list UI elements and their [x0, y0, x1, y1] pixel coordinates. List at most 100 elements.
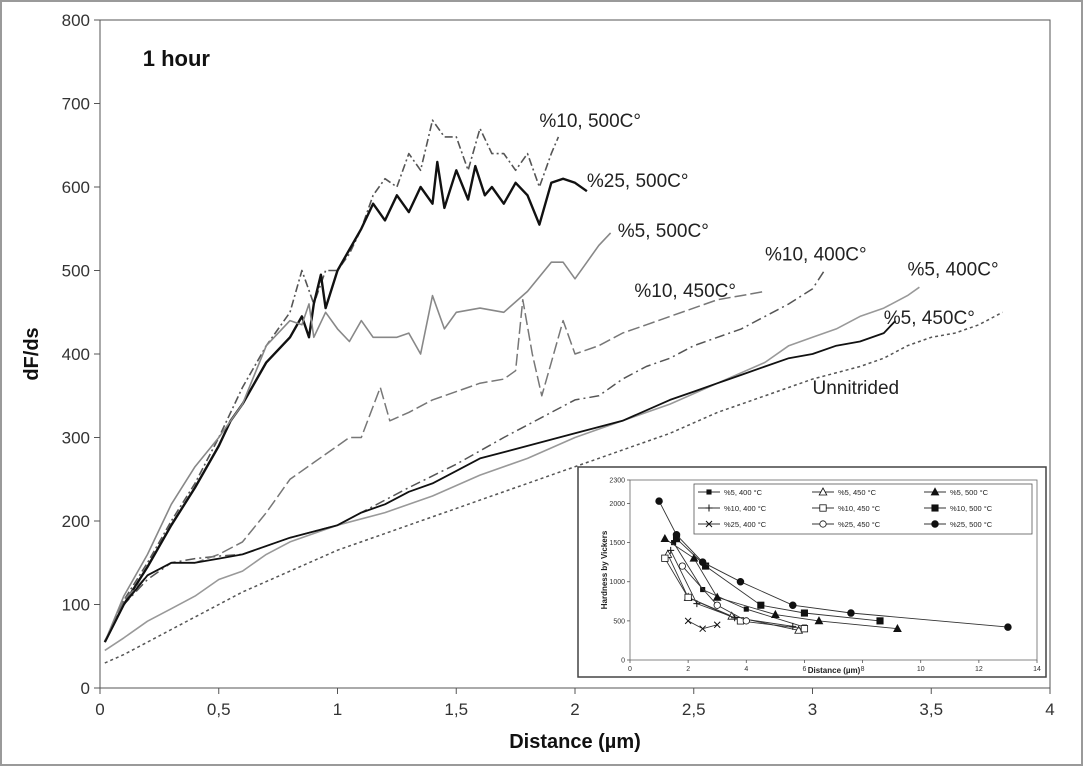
inset-legend-label: %25, 500 °C	[950, 520, 993, 529]
inset-point	[672, 531, 681, 539]
main-x-tick-label: 3,5	[919, 700, 943, 719]
inset-x-axis-title: Distance (µm)	[808, 666, 861, 675]
series-annotation: %10, 400C°	[765, 244, 867, 265]
inset-x-tick-label: 4	[744, 666, 748, 673]
inset-point	[736, 577, 745, 586]
inset-x-tick-label: 12	[975, 666, 983, 673]
series-annotation: %5, 500C°	[618, 221, 709, 242]
inset-legend-label: %10, 450 °C	[838, 504, 881, 513]
main-y-tick-label: 400	[62, 345, 90, 364]
inset-chart: 0 500 1000 1500 2000 2300 0 2 4 6 8 10 12 14 %5, 400…	[577, 466, 1047, 678]
main-y-tick-label: 0	[81, 679, 90, 698]
inset-point	[684, 593, 692, 601]
inset-x-tick-label: 0	[628, 666, 632, 673]
inset-point	[794, 625, 804, 634]
inset-point	[847, 609, 855, 617]
main-x-axis-title: Distance (µm)	[509, 731, 641, 753]
inset-y-axis: 0 500 1000 1500 2000 2300	[609, 478, 630, 665]
inset-legend-label: %10, 500 °C	[950, 504, 993, 513]
inset-point	[655, 497, 663, 505]
inset-legend-marker	[705, 504, 713, 512]
inset-point	[661, 554, 669, 562]
inset-point	[742, 617, 750, 625]
inset-point	[800, 625, 809, 633]
inset-point	[698, 558, 707, 566]
inset-point	[684, 617, 692, 625]
main-y-tick-label: 100	[62, 596, 90, 615]
inset-legend-label: %5, 500 °C	[950, 488, 989, 497]
inset-point	[789, 601, 797, 609]
series-annotation: %10, 500C°	[539, 111, 641, 132]
series-annotation: %5, 400C°	[908, 260, 999, 281]
inset-y-axis-title: Hardness by Vickers	[600, 530, 609, 609]
main-x-axis: 0 0,5 1 1,5 2 2,5 3 3,5 4	[95, 688, 1055, 719]
inset-point	[667, 546, 675, 554]
main-y-tick-label: 700	[62, 95, 90, 114]
inset-point	[689, 553, 699, 562]
inset-point	[1004, 623, 1012, 631]
inset-x-tick-label: 6	[802, 666, 806, 673]
main-y-axis-title: dF/ds	[21, 327, 43, 380]
inset-point	[893, 623, 902, 633]
inset-legend-marker	[930, 487, 940, 496]
inset-point	[789, 622, 797, 630]
inset-legend-marker	[819, 504, 827, 512]
series-line-0	[104, 119, 560, 643]
main-x-tick-label: 0,5	[207, 700, 231, 719]
main-y-tick-label: 600	[62, 178, 90, 197]
main-x-tick-label: 0	[95, 700, 104, 719]
inset-y-tick-label: 2300	[609, 478, 625, 485]
series-line-5	[104, 286, 920, 652]
inset-point	[770, 609, 780, 618]
inset-point	[800, 609, 808, 617]
inset-legend-marker	[931, 520, 939, 528]
series-line-7	[104, 311, 1003, 664]
inset-legend-marker	[706, 489, 712, 495]
inset-legend-marker	[819, 520, 827, 528]
inset-point	[660, 533, 670, 543]
inset-point	[713, 621, 721, 629]
main-x-tick-label: 1	[333, 700, 342, 719]
series-line-2	[104, 232, 612, 643]
inset-legend: %5, 400 °C %5, 450 °C %5, 500 °C %10, 400 °…	[693, 483, 1033, 535]
inset-legend-label: %25, 400 °C	[724, 520, 767, 529]
inset-legend-label: %10, 400 °C	[724, 504, 767, 513]
series-annotation: %5, 450C°	[884, 308, 975, 329]
inset-x-tick-label: 14	[1033, 666, 1041, 673]
inset-series-line-2	[664, 538, 898, 630]
inset-point	[876, 617, 884, 625]
main-annotations: 1 hour %10, 500C° %25, 500C° %5, 500C° %10, …	[143, 46, 999, 399]
main-y-axis: 0 100 200 300 400 500 600 700 800	[62, 11, 100, 698]
inset-point	[814, 616, 824, 625]
chart-title: 1 hour	[143, 46, 211, 71]
main-x-tick-label: 2,5	[682, 700, 706, 719]
main-x-tick-label: 3	[808, 700, 817, 719]
inset-y-tick-label: 1500	[609, 540, 625, 547]
inset-x-axis: 0 2 4 6 8 10 12 14	[628, 660, 1041, 673]
series-line-6	[103, 319, 897, 643]
inset-point	[712, 592, 722, 601]
inset-y-tick-label: 1000	[609, 579, 625, 586]
inset-y-tick-label: 0	[621, 658, 625, 665]
inset-series-line-4	[664, 558, 805, 630]
inset-legend-marker	[705, 520, 713, 528]
main-series-group	[103, 119, 1003, 664]
series-line-4	[104, 290, 766, 643]
inset-point	[699, 625, 707, 633]
inset-y-tick-label: 500	[613, 618, 625, 625]
series-annotation: Unnitrided	[813, 378, 900, 399]
inset-series-line-3	[670, 550, 793, 627]
main-y-tick-label: 300	[62, 429, 90, 448]
inset-legend-box	[693, 483, 1033, 535]
inset-legend-marker	[931, 504, 939, 512]
inset-x-tick-label: 10	[917, 666, 925, 673]
inset-y-tick-label: 2000	[609, 501, 625, 508]
inset-series-group	[655, 497, 1012, 634]
series-line-3	[104, 270, 826, 643]
inset-legend-label: %25, 450 °C	[838, 520, 881, 529]
inset-point	[743, 606, 749, 612]
inset-legend-label: %5, 450 °C	[838, 488, 877, 497]
inset-point	[757, 601, 765, 609]
